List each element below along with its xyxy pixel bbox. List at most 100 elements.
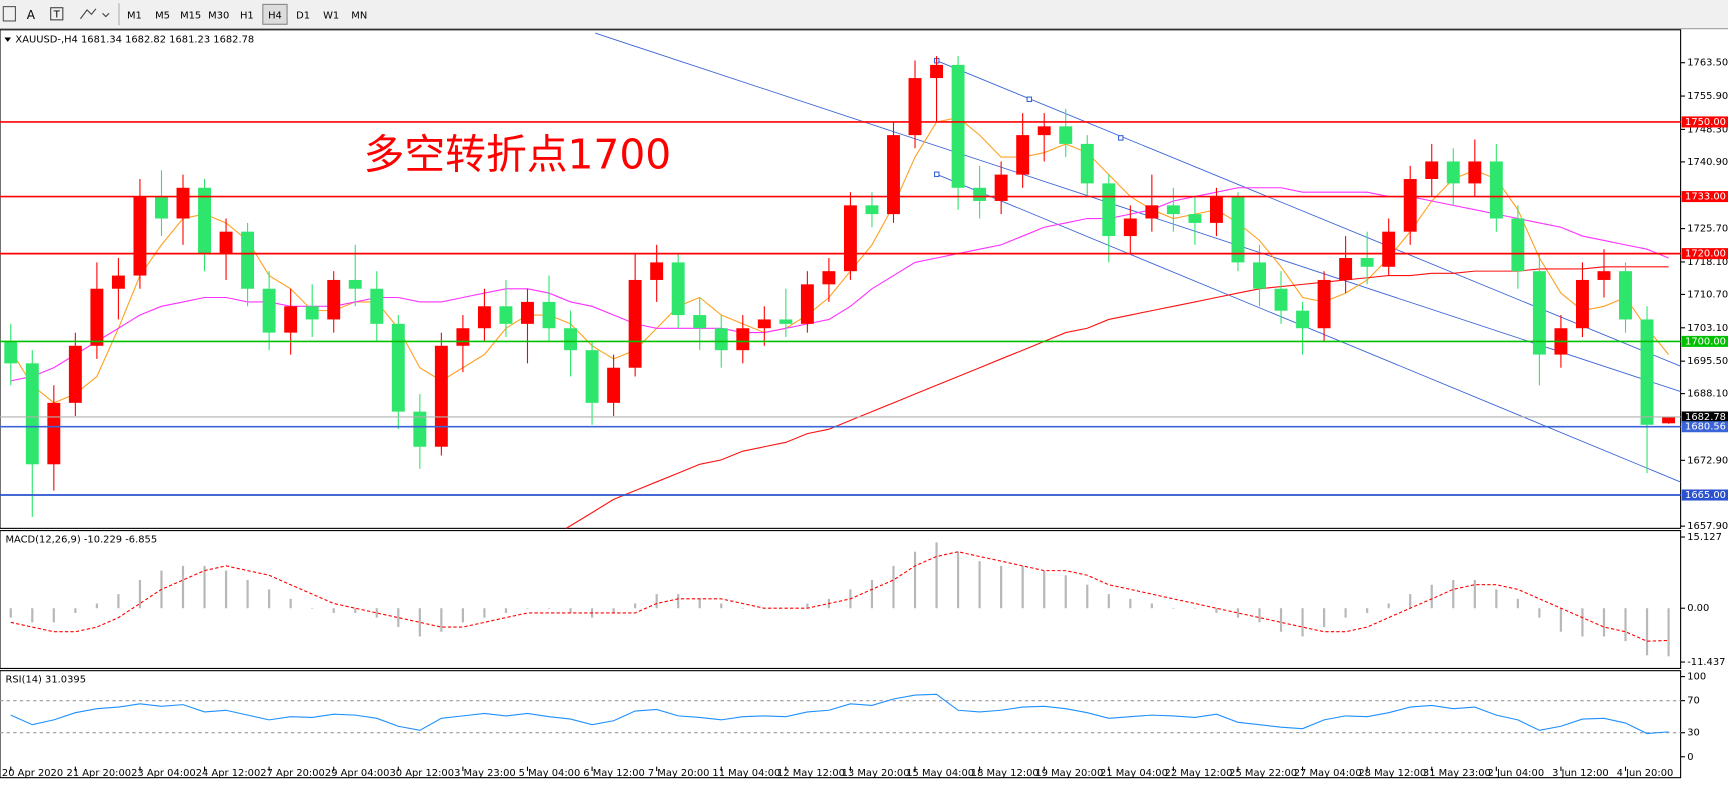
timeframe-button[interactable]: H4 <box>268 10 282 21</box>
candle-body <box>1360 258 1374 267</box>
timeframe-button[interactable]: H1 <box>240 10 254 21</box>
macd-histogram-bar <box>1322 608 1326 628</box>
candle-body <box>973 187 987 201</box>
macd-histogram-bar <box>892 565 895 609</box>
macd-histogram-bar <box>268 589 271 609</box>
candle-body <box>564 328 578 351</box>
level-label: 1665.00 <box>1685 490 1726 501</box>
candle-body <box>1209 196 1223 223</box>
candle-body <box>1597 271 1611 280</box>
candle-body <box>133 196 147 276</box>
macd-histogram-bar <box>74 608 77 613</box>
macd-histogram-bar <box>203 565 206 609</box>
y-tick-label: 1763.50 <box>1687 58 1728 69</box>
y-tick-label: 1710.70 <box>1687 289 1728 300</box>
timeframes: M1 M5 M15 M30 H1 H4 D1 W1 MN <box>127 3 367 25</box>
level-label: 1680.56 <box>1685 422 1726 433</box>
level-label-box <box>1681 191 1728 203</box>
macd-histogram-bar <box>1645 608 1649 656</box>
y-tick-label: 1703.10 <box>1687 323 1728 334</box>
macd-histogram-bar <box>117 594 120 609</box>
y-tick-label: -11.437 <box>1687 657 1725 668</box>
macd-histogram-bar <box>1473 579 1476 609</box>
macd-histogram-bar <box>1344 608 1347 618</box>
candle-body <box>499 306 513 324</box>
timeframe-button[interactable]: M15 <box>180 10 201 21</box>
candle-body <box>262 288 276 333</box>
y-tick-label: 15.127 <box>1687 532 1722 543</box>
text-tool[interactable]: A <box>27 8 36 22</box>
macd-histogram-bar <box>1301 608 1304 637</box>
y-tick-label: 70 <box>1687 696 1700 707</box>
x-tick-label: 21 May 04:00 <box>1100 768 1168 779</box>
macd-histogram-bar <box>1409 594 1412 609</box>
timeframe-button[interactable]: D1 <box>296 10 310 21</box>
candle-body <box>1489 161 1503 219</box>
level-label: 1733.00 <box>1685 192 1726 203</box>
macd-histogram-bar <box>397 608 400 628</box>
y-tick-label: 1725.70 <box>1687 224 1728 235</box>
candle-body <box>542 301 556 329</box>
candle-body <box>1339 258 1353 280</box>
level-label-box <box>1681 248 1728 260</box>
candle-body <box>994 174 1008 201</box>
candle-body <box>391 323 405 412</box>
y-tick-label: 30 <box>1687 728 1700 739</box>
rsi-title: RSI(14) 31.0395 <box>6 674 87 685</box>
candle-body <box>198 187 211 254</box>
y-tick-label: 1688.10 <box>1687 389 1728 400</box>
candle-body <box>1166 205 1180 215</box>
trendline <box>936 60 1681 367</box>
candle-body <box>800 284 814 324</box>
macd-histogram-bar <box>1215 608 1218 613</box>
level-label: 1750.00 <box>1685 117 1726 128</box>
x-tick-label: 22 May 12:00 <box>1165 768 1233 779</box>
candle-body <box>693 315 707 329</box>
level-label-box <box>1681 421 1728 433</box>
macd-histogram-bar <box>913 551 917 609</box>
x-tick-label: 24 Apr 12:00 <box>196 768 261 779</box>
candle-body <box>1274 288 1288 311</box>
candle-body <box>843 205 857 272</box>
shapes-tool[interactable] <box>80 8 110 20</box>
x-tick-label: 15 May 04:00 <box>906 768 974 779</box>
timeframe-button[interactable]: M30 <box>208 10 229 21</box>
timeframe-button[interactable]: M5 <box>155 10 170 21</box>
candle-body <box>521 301 534 324</box>
macd-histogram-bar <box>612 608 615 613</box>
candle-body <box>628 279 642 368</box>
macd-histogram-bar <box>870 579 874 609</box>
level-label-box <box>1681 116 1728 128</box>
annotation: 多空转折点1700 <box>364 131 672 179</box>
timeframe-button[interactable]: W1 <box>323 10 339 21</box>
label-tool[interactable] <box>50 7 64 21</box>
candle-body <box>1059 126 1073 144</box>
handle[interactable] <box>1026 96 1033 103</box>
cursor-tool[interactable] <box>2 6 16 22</box>
macd-histogram-bar <box>1064 575 1067 609</box>
macd-histogram-bar <box>935 542 938 609</box>
x-tick-label: 25 May 22:00 <box>1229 768 1297 779</box>
timeframe-button[interactable]: M1 <box>127 10 142 21</box>
macd-histogram-bar <box>698 598 701 609</box>
macd-histogram-bar <box>418 608 421 637</box>
x-tick-label: 30 Apr 12:00 <box>389 768 454 779</box>
candle-body <box>865 205 879 215</box>
handle[interactable] <box>933 171 940 178</box>
candle-body <box>155 196 168 219</box>
x-tick-label: 6 May 12:00 <box>583 768 645 779</box>
macd-histogram-bar <box>1258 608 1261 623</box>
candle-body <box>1188 214 1202 223</box>
macd-histogram-bar <box>1452 579 1455 609</box>
x-tick-label: 20 Apr 2020 <box>2 768 63 779</box>
candle-body <box>477 306 491 329</box>
macd-histogram-bar <box>1129 598 1132 609</box>
macd-histogram-bar <box>1538 608 1541 618</box>
macd-histogram-bar <box>1430 584 1433 609</box>
candle-body <box>1446 161 1460 184</box>
macd-histogram-bar <box>1516 598 1519 609</box>
candle-body <box>585 350 599 403</box>
timeframe-button[interactable]: MN <box>351 10 367 21</box>
candle-body <box>1468 161 1482 184</box>
handle[interactable] <box>1118 135 1124 141</box>
